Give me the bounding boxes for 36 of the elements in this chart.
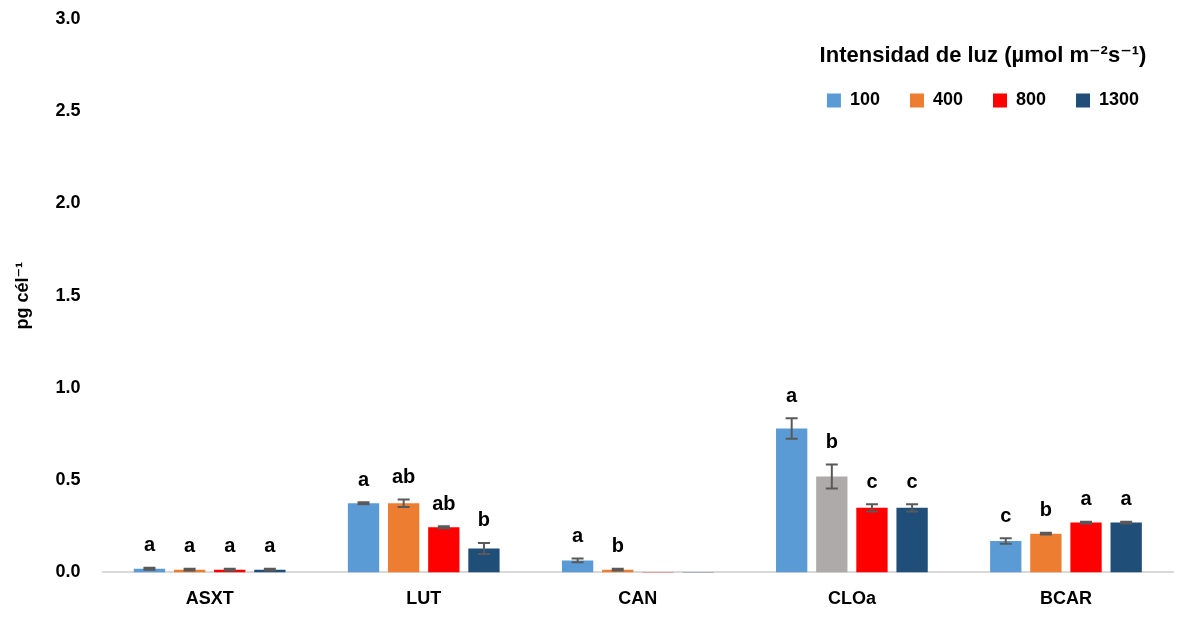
data-label: a bbox=[786, 383, 799, 406]
data-label: b bbox=[825, 430, 838, 452]
data-label: c bbox=[866, 469, 878, 492]
legend-label: 100 bbox=[849, 89, 880, 110]
y-tick-label: 1.0 bbox=[55, 376, 81, 397]
x-tick-label: CAN bbox=[618, 588, 658, 609]
legend-title: Intensidad de luz (µmol m⁻²s⁻¹) bbox=[819, 42, 1147, 68]
data-label: a bbox=[143, 533, 156, 556]
y-tick-label: 3.0 bbox=[55, 7, 81, 28]
legend-label: 1300 bbox=[1099, 89, 1140, 110]
y-tick-label: 0.5 bbox=[55, 469, 81, 490]
legend-label: 800 bbox=[1015, 89, 1047, 110]
data-label: a bbox=[184, 534, 197, 557]
data-label: b bbox=[477, 508, 491, 531]
data-label: c bbox=[906, 469, 918, 492]
data-label: a bbox=[1080, 487, 1093, 510]
data-label: b bbox=[1039, 498, 1052, 521]
legend-label: 400 bbox=[932, 89, 964, 110]
x-tick-label: ASXT bbox=[185, 588, 234, 609]
data-label: c bbox=[1000, 503, 1012, 526]
y-tick-label: 2.5 bbox=[55, 100, 81, 121]
data-label: a bbox=[1120, 487, 1133, 510]
data-label: ab bbox=[432, 491, 456, 514]
data-label: a bbox=[224, 534, 237, 557]
x-tick-label: CLOa bbox=[827, 588, 877, 609]
x-tick-label: LUT bbox=[406, 588, 442, 609]
data-label: ab bbox=[391, 465, 416, 488]
x-tick-label: BCAR bbox=[1039, 588, 1092, 609]
data-label: a bbox=[357, 467, 370, 490]
y-axis-title: pg cél⁻¹ bbox=[11, 261, 32, 330]
data-label: b bbox=[611, 534, 624, 557]
data-label: a bbox=[572, 524, 585, 547]
y-tick-label: 0.0 bbox=[55, 561, 81, 582]
data-label: a bbox=[264, 534, 277, 557]
y-tick-label: 2.0 bbox=[55, 192, 81, 213]
y-tick-label: 1.5 bbox=[55, 284, 81, 305]
